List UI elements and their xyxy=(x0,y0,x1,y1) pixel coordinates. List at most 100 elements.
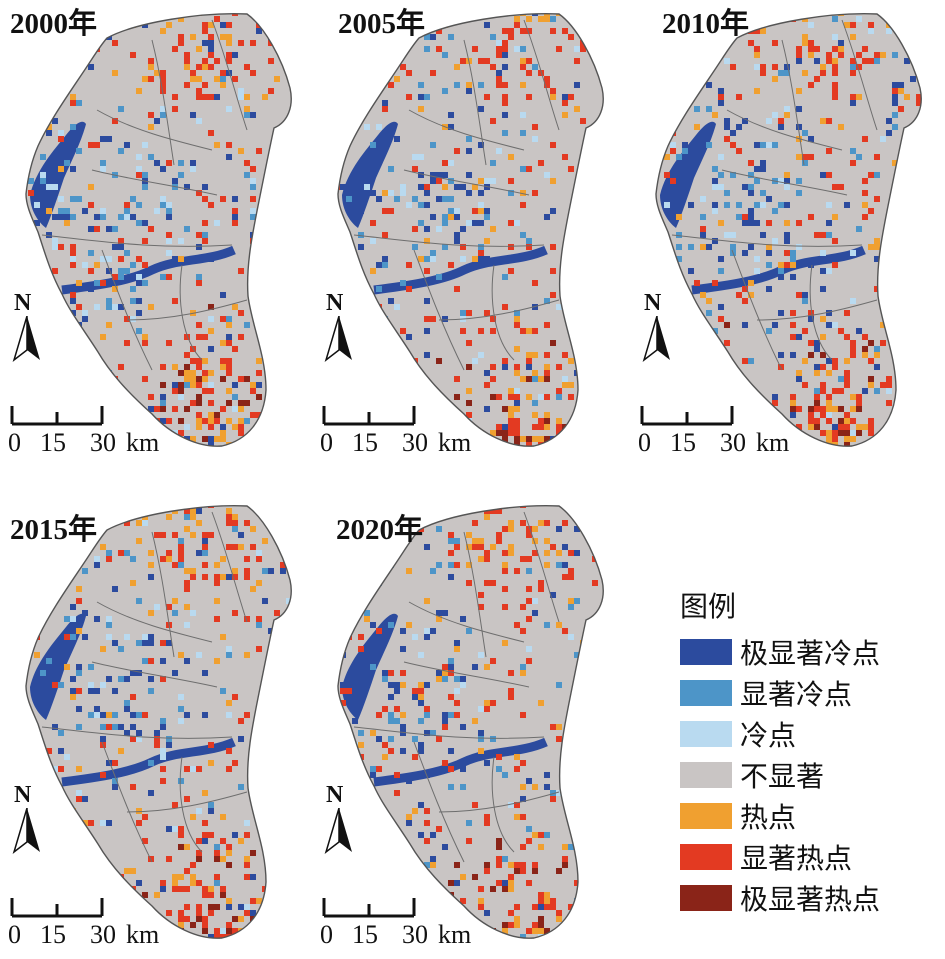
grid-cell xyxy=(202,670,208,676)
grid-cell xyxy=(376,766,382,772)
grid-cell xyxy=(250,112,256,118)
grid-cell xyxy=(544,832,550,838)
grid-cell xyxy=(376,550,382,556)
grid-cell xyxy=(742,358,748,364)
grid-cell xyxy=(544,418,550,424)
grid-cell xyxy=(208,64,214,70)
grid-cell xyxy=(208,436,214,442)
grid-cell xyxy=(454,880,460,886)
grid-cell xyxy=(490,886,496,892)
grid-cell xyxy=(148,394,154,400)
grid-cell xyxy=(436,616,442,622)
grid-cell xyxy=(64,64,70,70)
grid-cell xyxy=(904,58,910,64)
grid-cell xyxy=(478,58,484,64)
legend-swatch xyxy=(680,884,732,911)
grid-cell xyxy=(172,94,178,100)
grid-cell xyxy=(124,634,130,640)
grid-cell xyxy=(202,82,208,88)
district-boundary xyxy=(491,264,515,361)
grid-cell xyxy=(478,208,484,214)
grid-cell xyxy=(544,394,550,400)
grid-cell xyxy=(256,148,262,154)
grid-cell xyxy=(214,928,220,934)
district-boundary xyxy=(353,726,545,739)
grid-cell xyxy=(748,358,754,364)
scale-bar-line xyxy=(10,898,104,918)
grid-cell xyxy=(154,160,160,166)
grid-cell xyxy=(556,388,562,394)
grid-cell xyxy=(418,106,424,112)
grid-cell xyxy=(814,232,820,238)
grid-cell xyxy=(766,118,772,124)
grid-cell xyxy=(430,250,436,256)
grid-cell xyxy=(346,376,352,382)
grid-cell xyxy=(64,754,70,760)
grid-cell xyxy=(526,16,532,22)
grid-cell xyxy=(196,394,202,400)
grid-cell xyxy=(172,298,178,304)
grid-cell xyxy=(208,802,214,808)
grid-cell xyxy=(292,334,298,340)
grid-cell xyxy=(676,154,682,160)
grid-cell xyxy=(202,388,208,394)
grid-cell xyxy=(520,58,526,64)
grid-cell xyxy=(520,436,526,442)
grid-cell xyxy=(550,544,556,550)
grid-cell xyxy=(526,436,532,442)
scale-tick-15: 15 xyxy=(352,428,378,457)
grid-cell xyxy=(484,910,490,916)
grid-cell xyxy=(412,244,418,250)
grid-cell xyxy=(556,736,562,742)
grid-cell xyxy=(520,604,526,610)
grid-cell xyxy=(262,508,268,514)
grid-cell xyxy=(448,262,454,268)
grid-cell xyxy=(388,190,394,196)
grid-cell xyxy=(712,208,718,214)
grid-cell xyxy=(190,436,196,442)
grid-cell xyxy=(124,730,130,736)
grid-cell xyxy=(88,820,94,826)
grid-cell xyxy=(598,352,604,358)
grid-cell xyxy=(76,304,82,310)
district-boundary xyxy=(179,264,203,361)
grid-cell xyxy=(730,232,736,238)
grid-cell xyxy=(46,124,52,130)
grid-cell xyxy=(232,610,238,616)
grid-cell xyxy=(88,184,94,190)
grid-cell xyxy=(178,652,184,658)
grid-cell xyxy=(238,424,244,430)
grid-cell xyxy=(508,880,514,886)
grid-cell xyxy=(466,220,472,226)
grid-cell xyxy=(202,922,208,928)
grid-cell xyxy=(94,214,100,220)
grid-cell xyxy=(394,76,400,82)
grid-cell xyxy=(142,892,148,898)
grid-cell xyxy=(220,430,226,436)
grid-cell xyxy=(526,658,532,664)
grid-cell xyxy=(850,394,856,400)
grid-cell xyxy=(502,52,508,58)
grid-cell xyxy=(832,436,838,442)
grid-cell xyxy=(226,646,232,652)
grid-cell xyxy=(178,922,184,928)
grid-cell xyxy=(256,28,262,34)
grid-cell xyxy=(520,520,526,526)
grid-cell xyxy=(394,772,400,778)
grid-cell xyxy=(580,226,586,232)
grid-cell xyxy=(256,922,262,928)
grid-cell xyxy=(184,658,190,664)
grid-cell xyxy=(520,796,526,802)
grid-cell xyxy=(160,640,166,646)
grid-cell xyxy=(178,550,184,556)
grid-cell xyxy=(196,190,202,196)
grid-cell xyxy=(214,580,220,586)
grid-cell xyxy=(868,376,874,382)
grid-cell xyxy=(196,334,202,340)
grid-cell xyxy=(148,634,154,640)
grid-cell xyxy=(136,256,142,262)
grid-cell xyxy=(454,508,460,514)
grid-cell xyxy=(466,88,472,94)
grid-cell xyxy=(208,94,214,100)
grid-cell xyxy=(514,370,520,376)
